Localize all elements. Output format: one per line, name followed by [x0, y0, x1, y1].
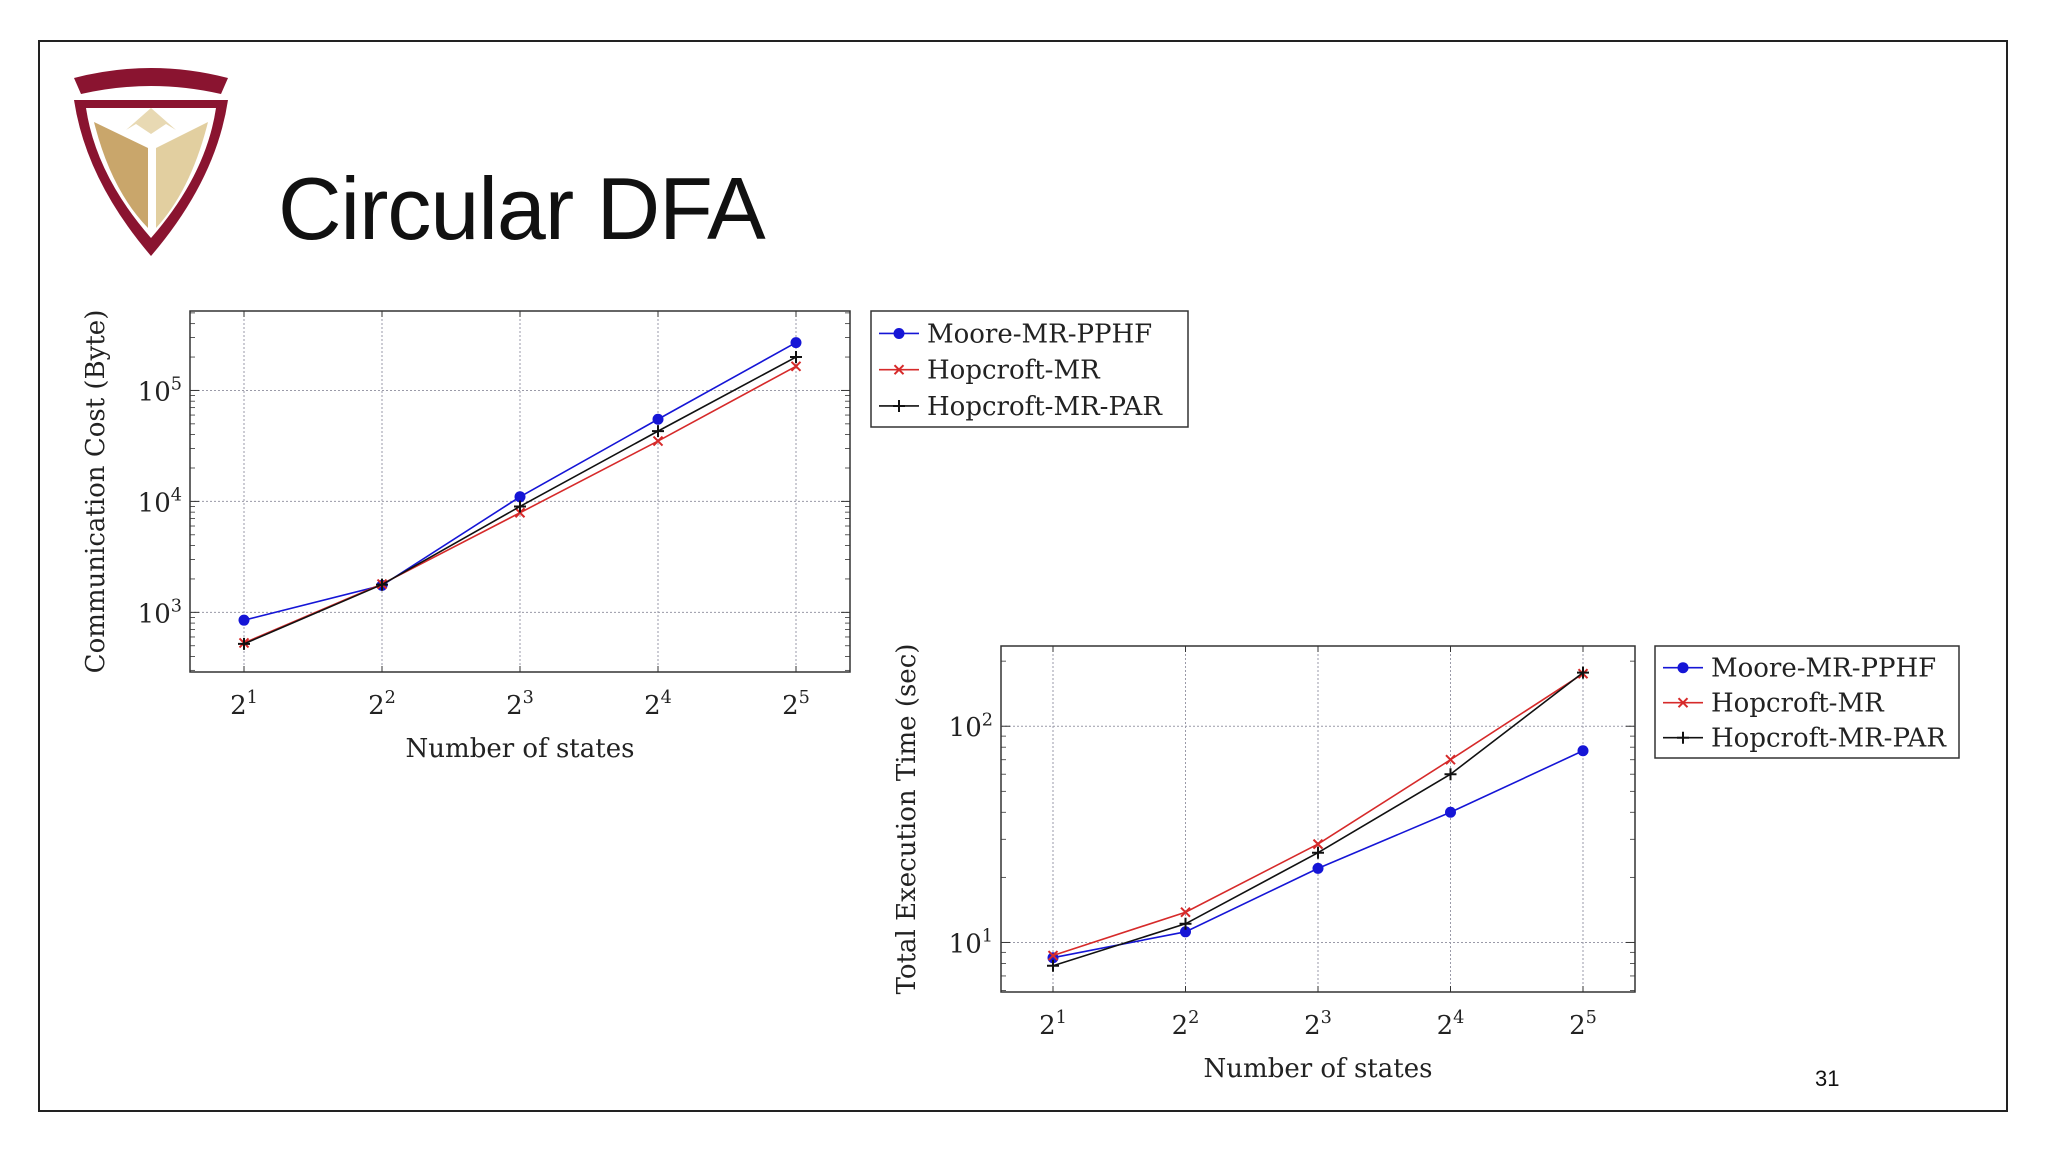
data-point — [790, 351, 802, 364]
logo-sunburst — [126, 108, 176, 134]
x-tick-label: 23 — [1304, 1008, 1332, 1041]
logo-book — [94, 122, 148, 228]
university-shield-logo — [74, 68, 228, 256]
legend-box — [870, 310, 1189, 428]
y-tick-label: 103 — [138, 596, 182, 629]
legend: Moore-MR-PPHF Hopcroft-MR Hopcroft-MR-PAR — [1654, 645, 1960, 759]
legend-marker — [1677, 731, 1689, 744]
y-tick-label: 104 — [138, 485, 182, 518]
data-point — [514, 491, 526, 503]
legend-label: Hopcroft-MR-PAR — [927, 392, 1163, 422]
legend-label: Hopcroft-MR — [1711, 689, 1885, 719]
data-point — [652, 413, 664, 425]
data-point — [1577, 666, 1589, 679]
data-point — [1312, 846, 1324, 859]
legend-box — [1654, 645, 1960, 759]
data-point — [514, 500, 526, 513]
data-point — [238, 637, 250, 650]
data-point — [1047, 959, 1059, 972]
data-point — [1445, 806, 1456, 818]
series-moore-mr-pphf — [238, 337, 802, 626]
data-point — [652, 425, 664, 438]
slide-title: Circular DFA — [278, 159, 766, 258]
series-hopcroft-mr-par — [238, 351, 802, 650]
y-axis-label: Total Execution Time (sec) — [892, 644, 922, 995]
data-point — [1180, 926, 1191, 938]
y-tick-label: 102 — [949, 710, 993, 743]
legend-marker — [893, 399, 905, 412]
chart-2: 21 22 23 24 25 101 102 Number of states Total Ex… — [892, 644, 1960, 1084]
legend-marker — [1677, 662, 1689, 674]
x-tick-label: 21 — [230, 688, 258, 721]
legend-marker — [1677, 697, 1689, 708]
data-point — [514, 507, 526, 518]
data-point — [1312, 838, 1324, 850]
data-point — [1312, 862, 1324, 874]
legend-label: Hopcroft-MR — [927, 356, 1101, 386]
x-tick-label: 24 — [644, 688, 672, 721]
x-tick-label: 23 — [506, 688, 534, 721]
data-point — [1179, 917, 1192, 930]
x-tick-label: 22 — [368, 688, 396, 721]
x-axis-label: Number of states — [406, 734, 635, 764]
data-point — [376, 578, 388, 591]
legend-label: Moore-MR-PPHF — [927, 319, 1152, 349]
legend-marker — [893, 327, 905, 339]
data-point — [790, 361, 802, 372]
x-axis-label: Number of states — [1204, 1054, 1433, 1084]
data-point — [790, 337, 802, 349]
legend-marker — [893, 364, 905, 375]
x-tick-label: 25 — [782, 688, 810, 721]
data-point — [1445, 754, 1456, 765]
y-axis-label: Communication Cost (Byte) — [81, 310, 111, 674]
x-tick-label: 21 — [1039, 1008, 1067, 1041]
data-point — [1444, 768, 1457, 781]
data-point — [1180, 907, 1191, 918]
x-tick-label: 25 — [1569, 1008, 1597, 1041]
chart-1: 21 22 23 24 25 103 104 105 Number of states Commu… — [81, 310, 1189, 764]
series-moore-mr-pphf — [1047, 745, 1589, 964]
x-tick-label: 22 — [1172, 1008, 1200, 1041]
y-tick-label: 101 — [949, 927, 993, 960]
legend: Moore-MR-PPHF Hopcroft-MR Hopcroft-MR-PAR — [870, 310, 1189, 428]
legend-label: Moore-MR-PPHF — [1711, 654, 1936, 684]
data-point — [238, 614, 250, 626]
logo-book-right — [156, 122, 208, 228]
page-number: 31 — [1815, 1066, 1840, 1091]
x-tick-label: 24 — [1437, 1008, 1465, 1041]
legend-label: Hopcroft-MR-PAR — [1711, 724, 1947, 754]
data-point — [1577, 745, 1589, 757]
y-tick-label: 105 — [138, 375, 182, 408]
data-point — [652, 435, 664, 447]
logo-banner — [74, 68, 228, 94]
data-point — [1047, 950, 1059, 961]
series-hopcroft-mr-par — [1047, 666, 1589, 972]
